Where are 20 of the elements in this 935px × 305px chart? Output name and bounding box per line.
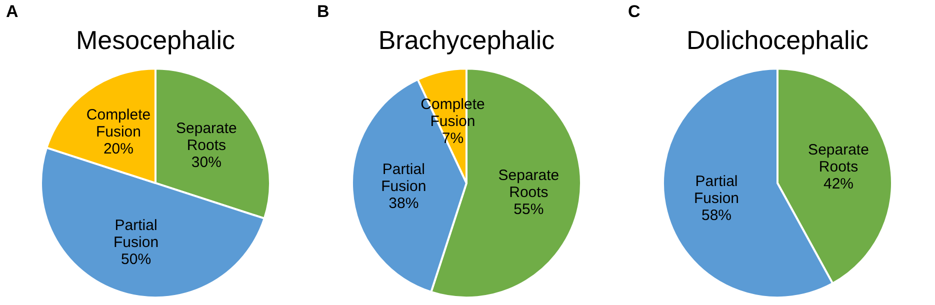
text: B bbox=[317, 2, 330, 22]
text: A bbox=[6, 2, 18, 22]
slice-label: Complete Fusion bbox=[86, 106, 151, 140]
slice-label: Partial Fusion bbox=[381, 161, 426, 196]
data-label: 42% bbox=[823, 176, 854, 193]
slice-label: Partial Fusion bbox=[694, 172, 740, 207]
data-label: 50% bbox=[121, 251, 152, 268]
slice-label: Separate Roots bbox=[808, 142, 869, 176]
data-label: 20% bbox=[103, 140, 134, 158]
slice-label: Partial Fusion bbox=[114, 217, 159, 252]
text: C bbox=[628, 2, 640, 22]
slice-label: Separate Roots bbox=[498, 167, 560, 202]
chart-title: Mesocephalic bbox=[76, 24, 235, 55]
data-label: 30% bbox=[191, 154, 222, 172]
chart-title: Dolichocephalic bbox=[686, 24, 869, 55]
data-label: 55% bbox=[514, 201, 544, 218]
slice-label: Separate Roots bbox=[176, 120, 237, 154]
data-label: 38% bbox=[388, 195, 419, 212]
chart-title: Brachycephalic bbox=[378, 24, 555, 55]
data-label: 58% bbox=[701, 206, 732, 224]
